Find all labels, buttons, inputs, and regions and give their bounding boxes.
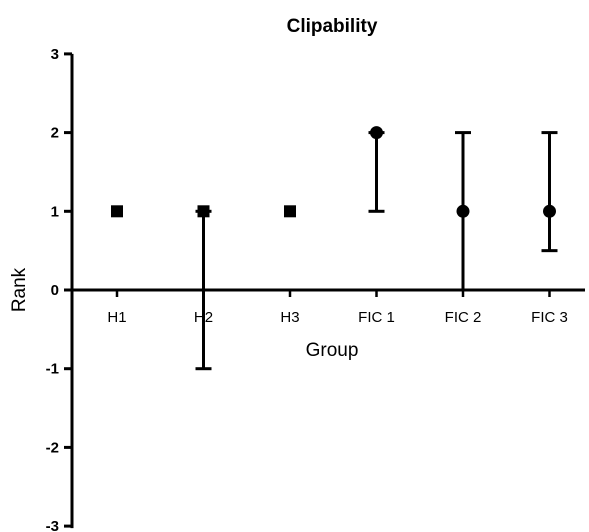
data-point-circle bbox=[370, 126, 383, 140]
x-axis-label: Group bbox=[306, 340, 359, 361]
data-point-square bbox=[197, 205, 210, 218]
x-tick-label: H3 bbox=[280, 309, 299, 326]
y-tick-label: -3 bbox=[46, 518, 59, 532]
data-point-square bbox=[284, 205, 296, 218]
y-axis-label: Rank bbox=[9, 267, 30, 312]
x-tick-label: FIC 1 bbox=[358, 309, 395, 326]
y-tick-label: -2 bbox=[46, 439, 59, 456]
data-point-circle bbox=[543, 204, 556, 218]
y-tick-label: 2 bbox=[51, 125, 59, 142]
data-point-circle bbox=[456, 204, 470, 218]
x-axis bbox=[64, 288, 585, 297]
y-tick-label: 1 bbox=[51, 203, 59, 220]
y-tick-label: 0 bbox=[51, 282, 59, 299]
y-tick-labels: 3 2 1 0 -1 -2 -3 bbox=[46, 46, 59, 532]
chart-title: Clipability bbox=[287, 16, 378, 37]
x-tick-label: FIC 3 bbox=[531, 309, 568, 326]
x-tick-label: H1 bbox=[107, 309, 126, 326]
x-tick-label: FIC 2 bbox=[445, 309, 482, 326]
data-point-square bbox=[111, 205, 123, 218]
error-bars bbox=[195, 131, 558, 371]
y-tick-label: -1 bbox=[46, 361, 59, 378]
y-tick-label: 3 bbox=[51, 46, 59, 63]
data-points bbox=[111, 126, 556, 218]
